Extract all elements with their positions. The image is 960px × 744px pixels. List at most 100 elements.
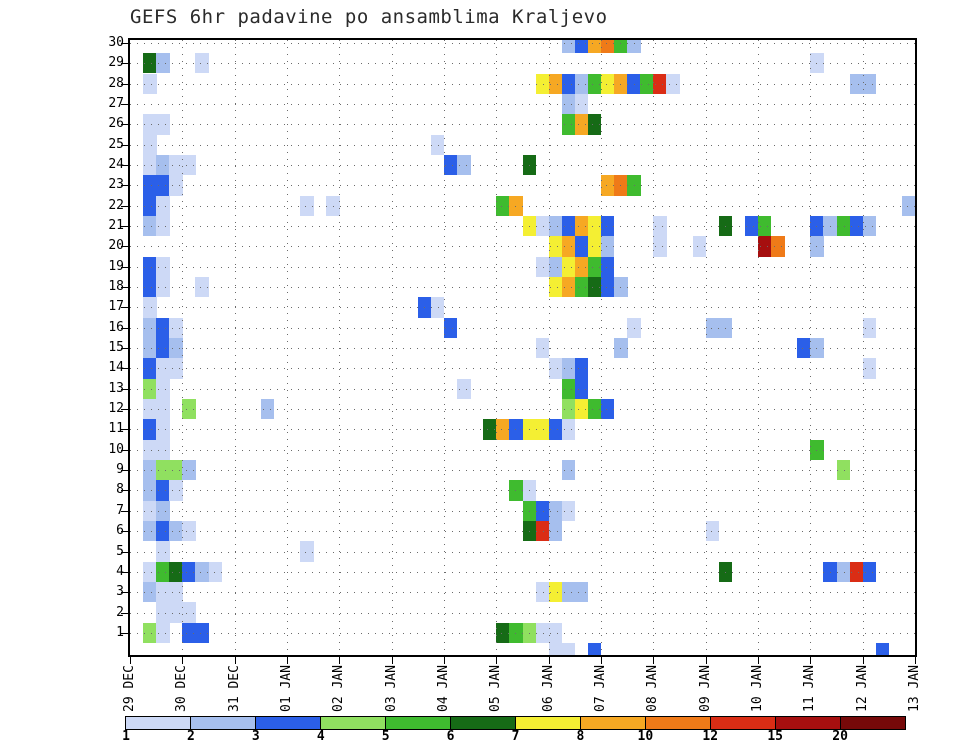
y-tick (121, 124, 128, 126)
y-tick (121, 144, 128, 146)
heatmap-cell (862, 317, 877, 338)
heatmap-cell (758, 236, 772, 257)
heatmap-cell (535, 256, 550, 277)
heatmap-cell (156, 154, 170, 176)
y-tick-label: 29 (108, 55, 124, 71)
y-tick (121, 632, 128, 634)
heatmap-cell (444, 317, 458, 338)
y-tick (121, 266, 128, 268)
y-tick-label: 26 (108, 116, 124, 132)
heatmap-cell (182, 398, 196, 420)
x-tick-label: 12 JAN (854, 665, 870, 712)
heatmap-cell (653, 215, 667, 237)
heatmap-cell (522, 520, 536, 542)
y-tick-label: 3 (94, 585, 124, 598)
heatmap-cell (574, 582, 589, 603)
heatmap-cell (587, 236, 602, 257)
grid-line-horizontal (130, 551, 915, 553)
colorbar-segment (256, 717, 321, 729)
grid-line-vertical (758, 40, 759, 655)
heatmap-cell (522, 215, 536, 237)
heatmap-cell (326, 195, 340, 216)
y-tick (121, 551, 128, 553)
y-tick-label: 4 (94, 565, 124, 578)
grid-line-horizontal (130, 531, 915, 533)
heatmap-cell (797, 337, 811, 359)
heatmap-cell (574, 93, 589, 115)
heatmap-cell (561, 256, 576, 277)
colorbar-segment (776, 717, 841, 729)
heatmap-cell (535, 419, 550, 440)
heatmap-cell (561, 73, 576, 94)
grid-line-horizontal (130, 83, 915, 85)
grid-line-horizontal (130, 409, 915, 411)
grid-line-horizontal (130, 490, 915, 492)
heatmap-cell (143, 520, 157, 542)
grid-line-vertical (810, 40, 812, 655)
heatmap-cell (548, 256, 563, 277)
y-tick (121, 185, 128, 187)
heatmap-cell (169, 154, 183, 176)
heatmap-cell (143, 276, 157, 298)
y-tick (121, 63, 128, 65)
heatmap-cell (705, 317, 720, 338)
heatmap-cell (574, 40, 589, 54)
heatmap-cell (836, 215, 850, 237)
heatmap-cell (430, 134, 445, 155)
heatmap-cell (587, 114, 602, 135)
heatmap-cell (535, 337, 550, 359)
heatmap-cell (535, 73, 550, 94)
heatmap-cell (692, 236, 707, 257)
heatmap-cell (522, 419, 536, 440)
heatmap-cell (849, 561, 864, 582)
colorbar-segment (841, 717, 905, 729)
x-tick-label: 09 JAN (697, 665, 713, 712)
y-tick (121, 510, 128, 512)
heatmap-cell (548, 643, 563, 655)
y-tick (121, 612, 128, 614)
heatmap-cell (156, 582, 170, 603)
x-tick-label: 04 JAN (436, 665, 451, 712)
x-tick (339, 657, 341, 664)
heatmap-cell (522, 154, 536, 176)
y-tick-label: 23 (108, 177, 124, 193)
y-tick (121, 83, 128, 85)
grid-line-horizontal (130, 307, 915, 309)
y-tick-label: 19 (108, 258, 124, 274)
heatmap-cell (143, 500, 157, 521)
x-tick-label: 29 DEC (122, 665, 137, 712)
heatmap-cell (561, 398, 576, 420)
x-tick (548, 657, 550, 664)
y-tick (121, 307, 128, 309)
colorbar-segment (191, 717, 256, 729)
heatmap-cell (535, 215, 550, 237)
y-tick-label: 7 (94, 504, 124, 517)
colorbar-level-label: 15 (767, 729, 783, 744)
heatmap-cell (143, 154, 157, 176)
heatmap-cell (522, 622, 536, 644)
heatmap-cell (561, 114, 576, 135)
grid-line-horizontal (130, 104, 915, 106)
heatmap-cell (182, 622, 196, 644)
heatmap-cell (156, 541, 170, 562)
x-tick-label: 30 DEC (174, 665, 190, 712)
heatmap-cell (901, 195, 915, 216)
grid-line-vertical (705, 40, 707, 655)
heatmap-cell (195, 53, 209, 74)
grid-line-vertical (287, 40, 288, 655)
plot-frame (128, 38, 917, 657)
heatmap-cell (535, 582, 550, 603)
heatmap-cell (143, 317, 157, 338)
y-tick-label: 14 (108, 360, 124, 376)
heatmap-cell (548, 276, 563, 298)
y-tick (121, 226, 128, 228)
y-tick (121, 368, 128, 370)
x-tick-label: 31 DEC (226, 665, 242, 712)
heatmap-cell (823, 215, 837, 237)
colorbar-level-label: 12 (702, 729, 719, 744)
x-tick-label: 07 JAN (593, 665, 608, 712)
heatmap-cell (587, 276, 602, 298)
heatmap-cell (561, 419, 576, 440)
heatmap-cell (601, 256, 615, 277)
